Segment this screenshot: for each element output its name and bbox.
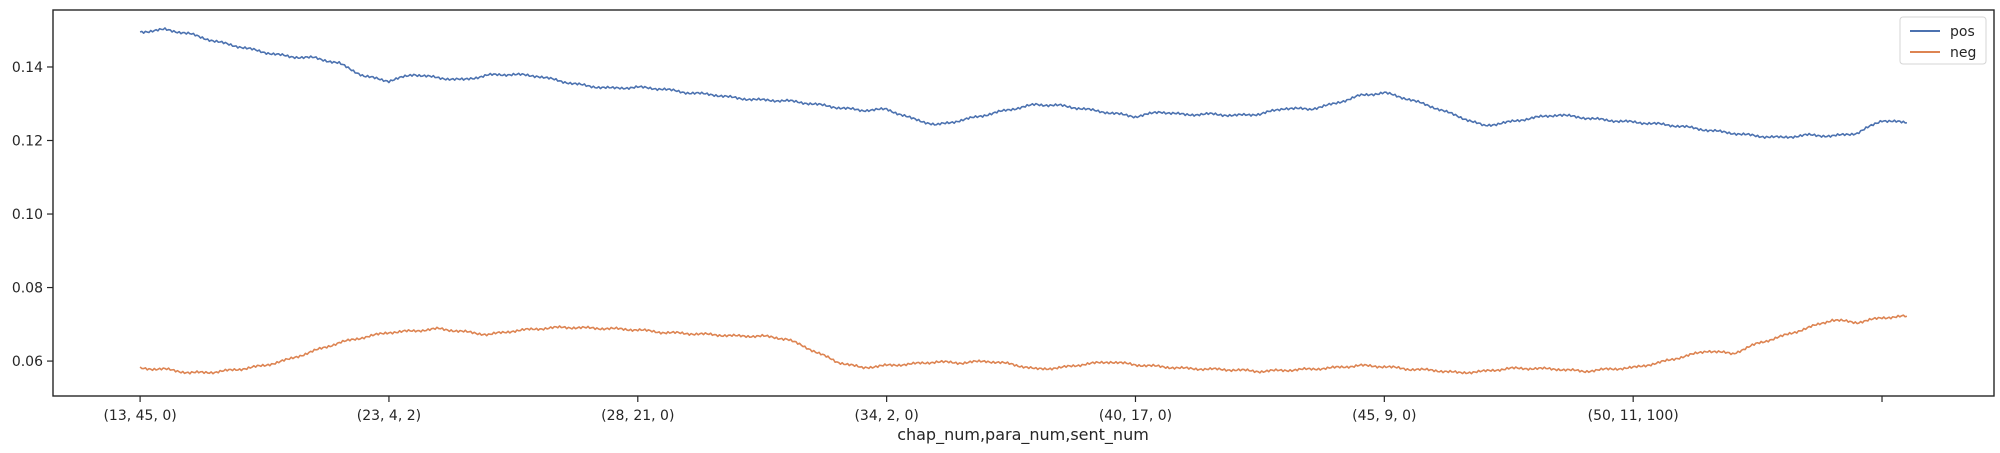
legend: pos neg [1899,16,1987,65]
legend-label-pos: pos [1950,24,1975,40]
y-tick-label: 0.14 [12,60,43,76]
x-axis: (13, 45, 0) (23, 4, 2) (28, 21, 0) (34, 2, … [103,396,1883,424]
y-tick-label: 0.12 [12,134,43,150]
legend-label-neg: neg [1950,45,1976,61]
x-tick-label: (23, 4, 2) [357,408,421,424]
y-tick-label: 0.08 [12,281,43,297]
series-line-neg [139,314,1908,375]
series-line-pos [139,27,1907,139]
x-tick-label: (34, 2, 0) [854,408,918,424]
x-tick-label: (50, 11, 100) [1588,408,1679,424]
x-tick-label: (40, 17, 0) [1099,408,1172,424]
y-tick-label: 0.10 [12,207,43,223]
x-tick-label: (45, 9, 0) [1352,408,1416,424]
x-axis-label: chap_num,para_num,sent_num [897,425,1149,445]
plot-area-frame [52,9,1995,397]
x-tick-label: (13, 45, 0) [103,408,176,424]
y-tick-label: 0.06 [12,354,43,370]
series-layer [139,27,1908,375]
x-tick-label: (28, 21, 0) [601,408,674,424]
y-axis: 0.06 0.08 0.10 0.12 0.14 [12,60,53,370]
